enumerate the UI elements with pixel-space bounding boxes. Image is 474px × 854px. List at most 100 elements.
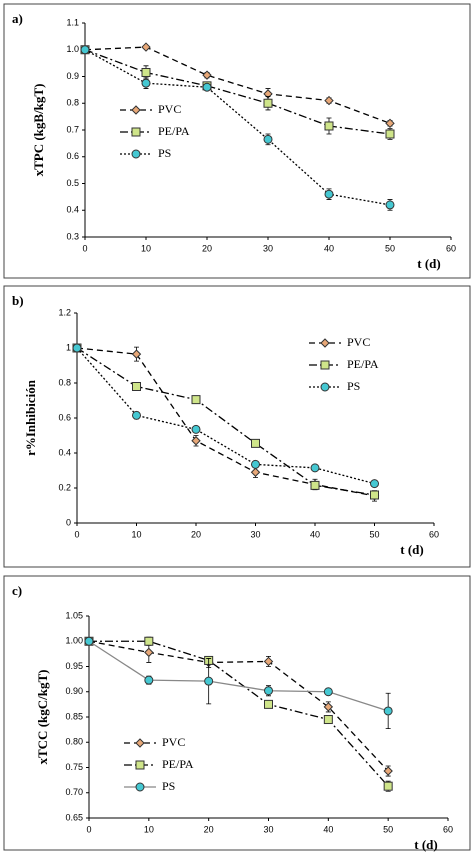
marker: [385, 129, 395, 139]
marker: [323, 702, 334, 712]
x-tick-label: 30: [263, 243, 273, 253]
legend-marker: [131, 127, 141, 137]
x-tick-label: 60: [446, 243, 456, 253]
marker: [383, 781, 393, 791]
series-line: [89, 640, 389, 787]
legend-marker: [135, 782, 145, 792]
marker: [141, 42, 151, 52]
x-tick-label: 20: [204, 824, 214, 834]
x-tick-label: 60: [443, 824, 453, 834]
y-tick-label: 0.8: [66, 98, 79, 108]
legend-label: PE/PA: [347, 357, 379, 371]
panel-frame: [3, 3, 471, 279]
y-tick-label: 0.5: [66, 178, 79, 188]
series-line: [84, 46, 391, 124]
legend-marker: [135, 738, 145, 748]
x-tick-label: 20: [191, 529, 201, 539]
y-tick-label: 0.9: [66, 71, 79, 81]
marker: [264, 699, 273, 709]
marker: [202, 82, 212, 92]
x-tick-label: 40: [323, 824, 333, 834]
y-tick-label: 1.00: [65, 636, 83, 646]
y-tick-label: 1.05: [65, 610, 83, 620]
marker: [72, 343, 82, 353]
legend-label: PVC: [162, 735, 185, 749]
x-tick-label: 40: [324, 243, 334, 253]
legend-label: PVC: [158, 102, 181, 116]
legend-marker: [131, 149, 141, 159]
marker: [141, 78, 151, 88]
marker: [324, 95, 334, 106]
marker: [251, 438, 260, 448]
legend-label: PVC: [347, 335, 370, 349]
y-tick-label: 0.4: [66, 205, 79, 215]
y-axis-label: r%Inhibición: [23, 379, 38, 456]
panel-label: c): [12, 583, 22, 598]
legend-label: PS: [162, 779, 175, 793]
x-tick-label: 20: [202, 243, 212, 253]
marker: [144, 636, 154, 646]
x-tick-label: 0: [74, 529, 79, 539]
y-tick-label: 0.3: [66, 231, 79, 241]
y-tick-label: 0.7: [66, 124, 79, 134]
series-line: [76, 347, 375, 497]
x-tick-label: 0: [82, 243, 87, 253]
legend-marker: [135, 760, 145, 770]
legend-label: PS: [158, 146, 171, 160]
marker: [250, 467, 261, 477]
y-tick-label: 0.4: [58, 447, 71, 457]
x-tick-label: 0: [86, 824, 91, 834]
x-tick-label: 10: [131, 529, 141, 539]
marker: [84, 636, 94, 646]
x-tick-label: 30: [263, 824, 273, 834]
marker: [385, 118, 395, 129]
y-tick-label: 0.85: [65, 711, 83, 721]
panel-frame: [3, 285, 471, 568]
marker: [191, 436, 201, 446]
marker: [132, 410, 141, 420]
y-tick-label: 0: [66, 517, 71, 527]
marker: [80, 45, 90, 55]
marker: [264, 686, 273, 696]
y-tick-label: 0.80: [65, 737, 83, 747]
x-tick-label: 10: [141, 243, 151, 253]
x-tick-label: 50: [383, 824, 393, 834]
y-tick-label: 0.6: [66, 151, 79, 161]
y-tick-label: 1.1: [66, 17, 79, 27]
marker: [144, 647, 154, 658]
y-tick-label: 1.2: [58, 307, 71, 317]
x-tick-label: 10: [144, 824, 154, 834]
series-line: [76, 347, 375, 496]
legend-marker: [131, 105, 141, 115]
y-tick-label: 1: [66, 342, 71, 352]
marker: [263, 134, 273, 144]
legend-marker: [320, 360, 330, 370]
panel-label: b): [12, 293, 24, 308]
series-line: [88, 640, 389, 712]
marker: [383, 706, 393, 716]
legend-label: PS: [347, 379, 360, 393]
y-tick-label: 0.70: [65, 787, 83, 797]
y-tick-label: 1.0: [66, 44, 79, 54]
marker: [310, 480, 320, 490]
marker: [370, 490, 379, 500]
marker: [324, 189, 334, 199]
series-line: [84, 49, 391, 135]
marker: [131, 349, 142, 359]
y-tick-label: 0.75: [65, 762, 83, 772]
x-axis-label: t (d): [417, 256, 440, 271]
marker: [383, 766, 393, 776]
marker: [202, 70, 212, 80]
marker: [310, 463, 320, 473]
x-axis-label: t (d): [400, 542, 423, 557]
y-tick-label: 0.2: [58, 482, 71, 492]
marker: [141, 67, 151, 77]
panel-frame: [3, 575, 471, 851]
marker: [323, 687, 333, 697]
legend-marker: [320, 382, 330, 392]
marker: [204, 676, 214, 686]
x-tick-label: 60: [429, 529, 439, 539]
marker: [385, 200, 395, 210]
marker: [324, 121, 334, 131]
